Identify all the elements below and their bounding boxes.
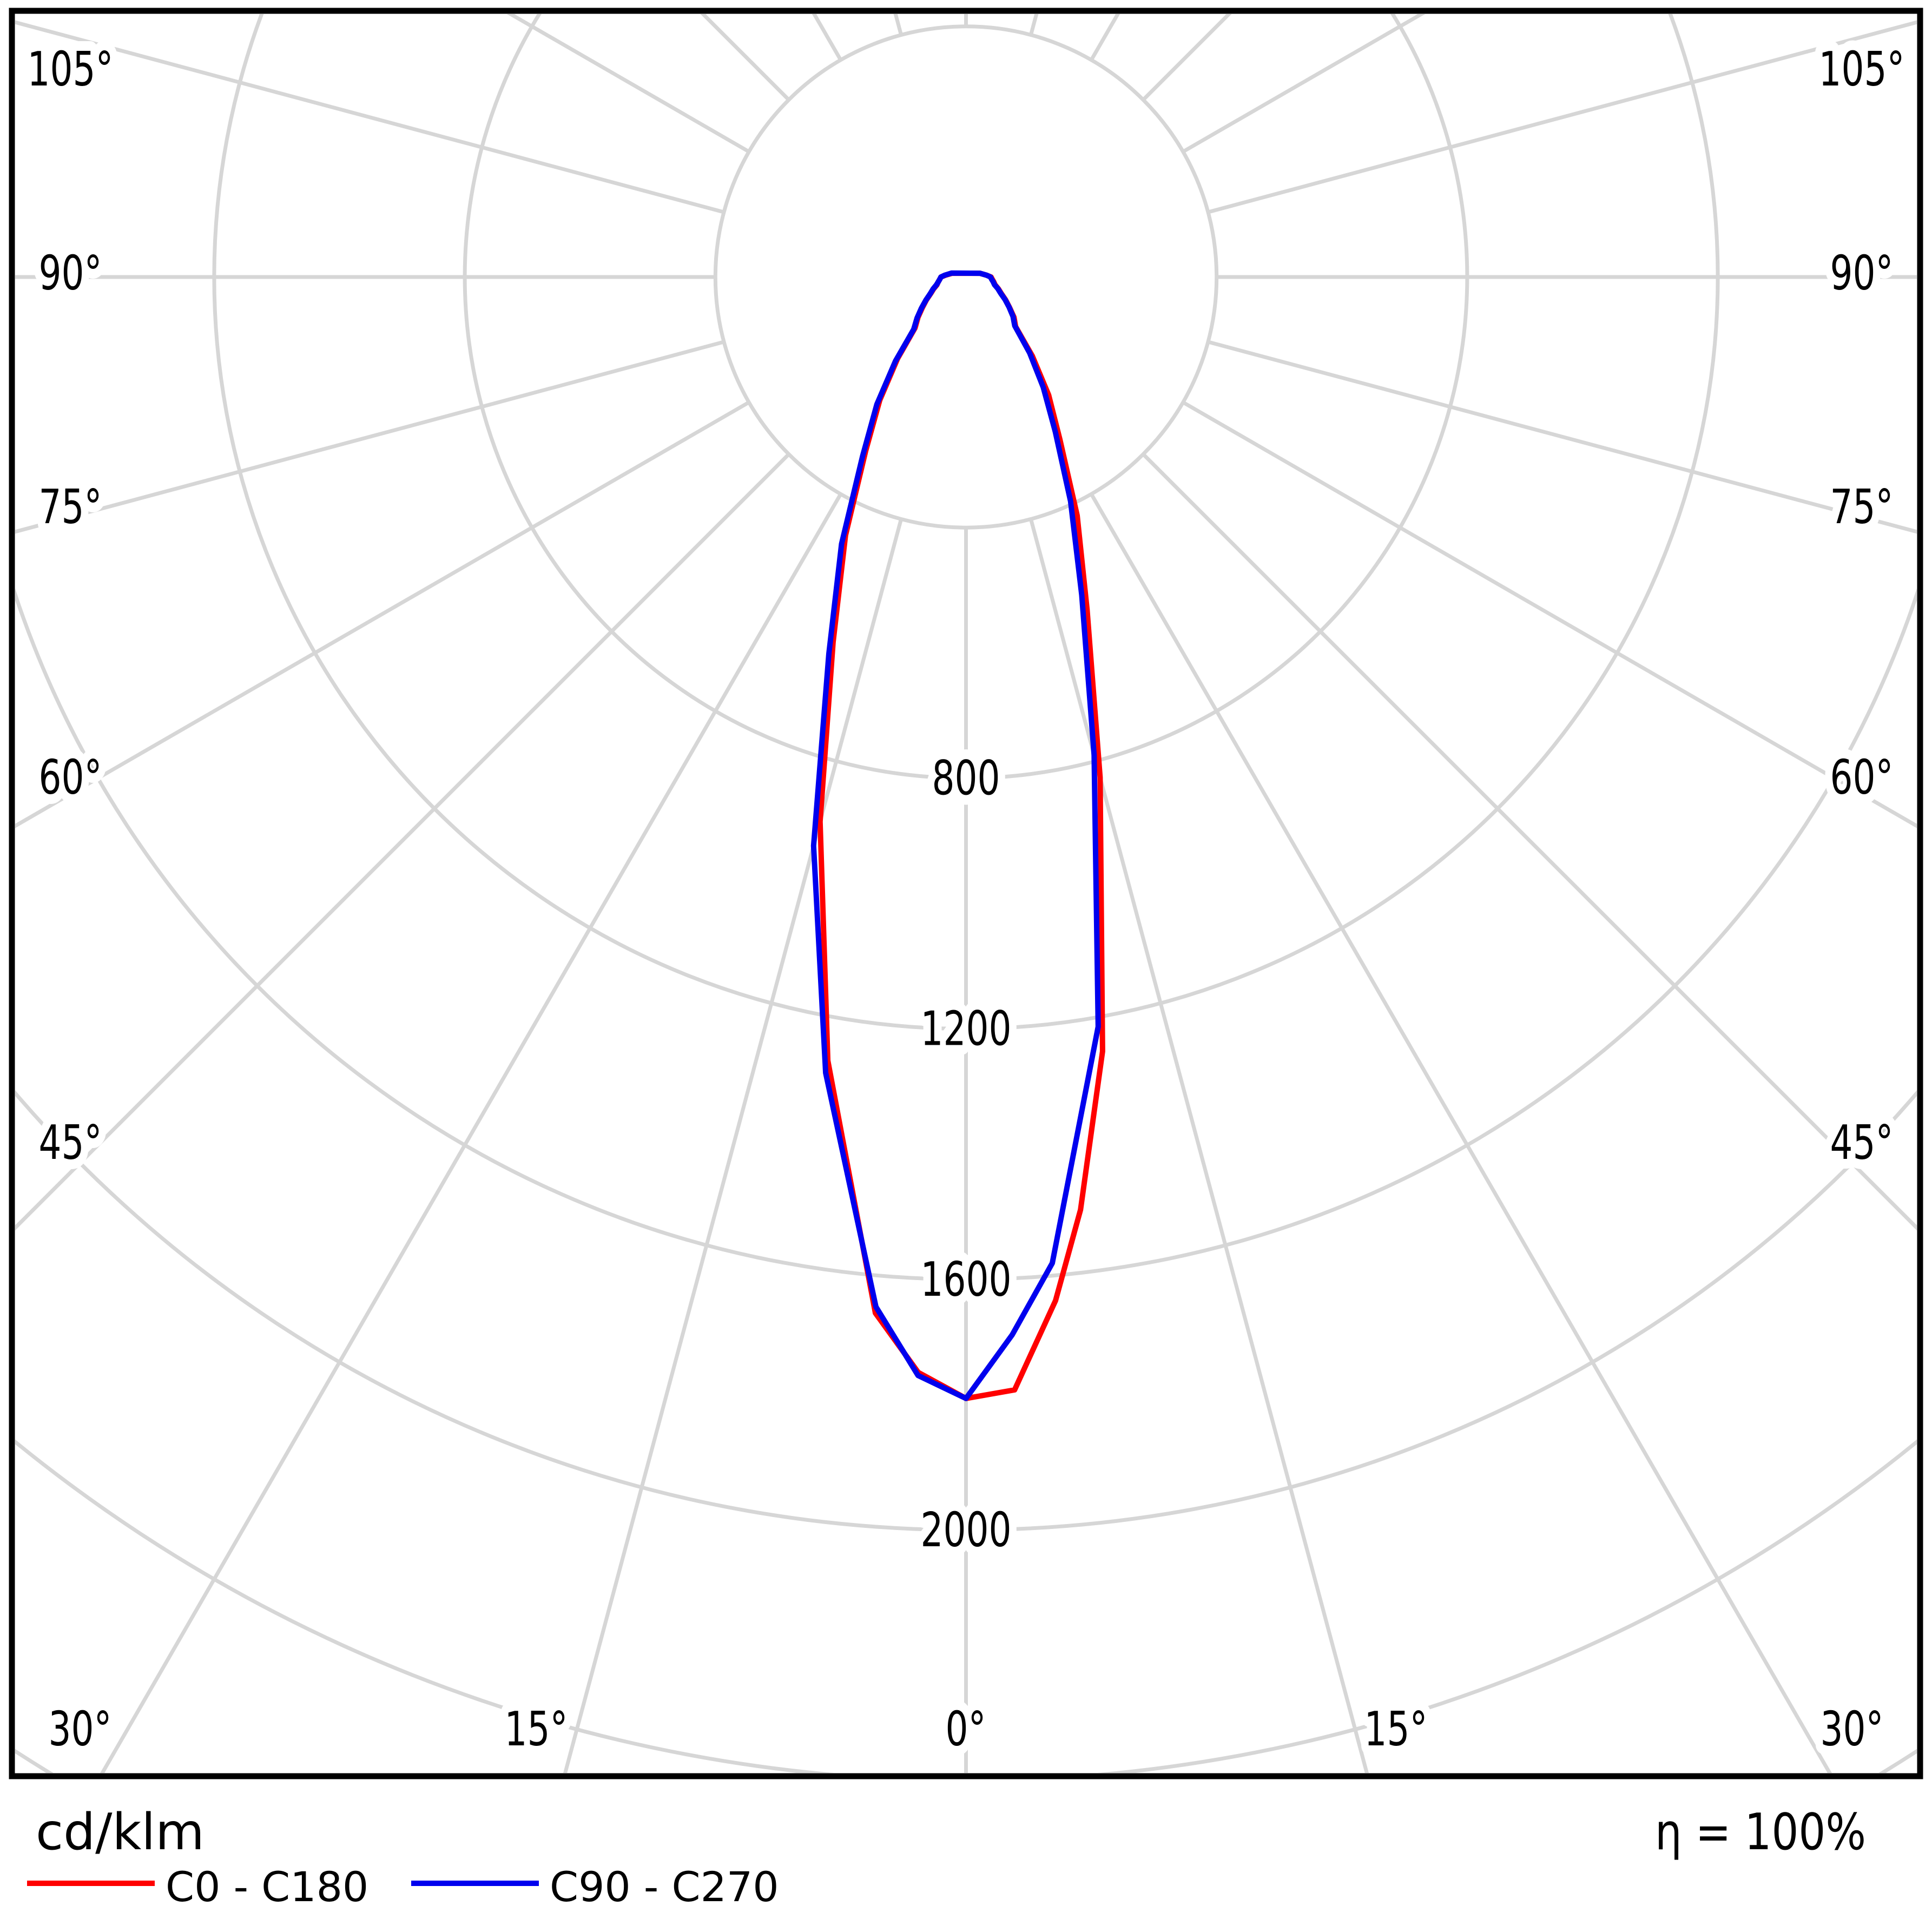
angle-label-bottom-2: 0° bbox=[946, 1702, 986, 1757]
ring-label-1600: 1600 bbox=[921, 1252, 1012, 1307]
ring-label-1200: 1200 bbox=[921, 1001, 1012, 1057]
intensity-curves bbox=[810, 270, 1105, 1401]
efficiency-caption: η = 100% bbox=[1655, 1803, 1866, 1861]
grid-spoke-75deg bbox=[1208, 340, 1917, 534]
unit-caption: cd/klm bbox=[36, 1803, 205, 1861]
curve-c90-c270 bbox=[810, 270, 1101, 1401]
angle-label-right-75: 75° bbox=[1830, 479, 1894, 535]
ring-label-2000: 2000 bbox=[921, 1502, 1012, 1558]
axis-labels: 800 1200 1600 2000 105° 105° 90° 90° 75° 75° 60° 60… bbox=[18, 32, 1915, 1766]
plot-frame bbox=[9, 8, 1923, 1779]
angle-label-bottom-0: 30° bbox=[49, 1702, 112, 1757]
angle-label-left-90: 90° bbox=[39, 246, 102, 301]
ring-label-800: 800 bbox=[932, 750, 1000, 806]
grid-spoke-15deg bbox=[1029, 518, 1369, 1773]
angle-label-right-45: 45° bbox=[1830, 1115, 1894, 1170]
grid-spoke-285deg bbox=[15, 340, 724, 534]
angle-label-left-60: 60° bbox=[39, 750, 102, 805]
grid-spoke-255deg bbox=[15, 20, 724, 214]
legend-label-c90-c270: C90 - C270 bbox=[550, 1863, 779, 1911]
angle-label-left-45: 45° bbox=[39, 1115, 102, 1170]
grid-spoke-45deg bbox=[1142, 453, 1917, 1231]
grid-spoke-330deg bbox=[100, 493, 842, 1773]
angle-label-bottom-1: 15° bbox=[505, 1702, 568, 1757]
grid-spoke-30deg bbox=[1090, 493, 1832, 1773]
grid-spoke-105deg bbox=[1208, 20, 1917, 214]
grid-spoke-60deg bbox=[1182, 400, 1917, 828]
angle-label-right-105: 105° bbox=[1819, 42, 1905, 97]
angle-label-left-75: 75° bbox=[39, 479, 102, 535]
angle-label-left-105: 105° bbox=[28, 42, 114, 97]
grid-spoke-345deg bbox=[563, 518, 903, 1773]
angle-label-right-90: 90° bbox=[1830, 246, 1894, 301]
angle-label-right-60: 60° bbox=[1830, 750, 1894, 805]
legend: C0 - C180 C90 - C270 bbox=[27, 1863, 779, 1911]
angle-label-bottom-3: 15° bbox=[1364, 1702, 1428, 1757]
grid-spoke-300deg bbox=[15, 400, 750, 828]
grid-spoke-315deg bbox=[15, 453, 790, 1231]
angle-label-bottom-4: 30° bbox=[1821, 1702, 1884, 1757]
legend-label-c0-c180: C0 - C180 bbox=[166, 1863, 368, 1911]
